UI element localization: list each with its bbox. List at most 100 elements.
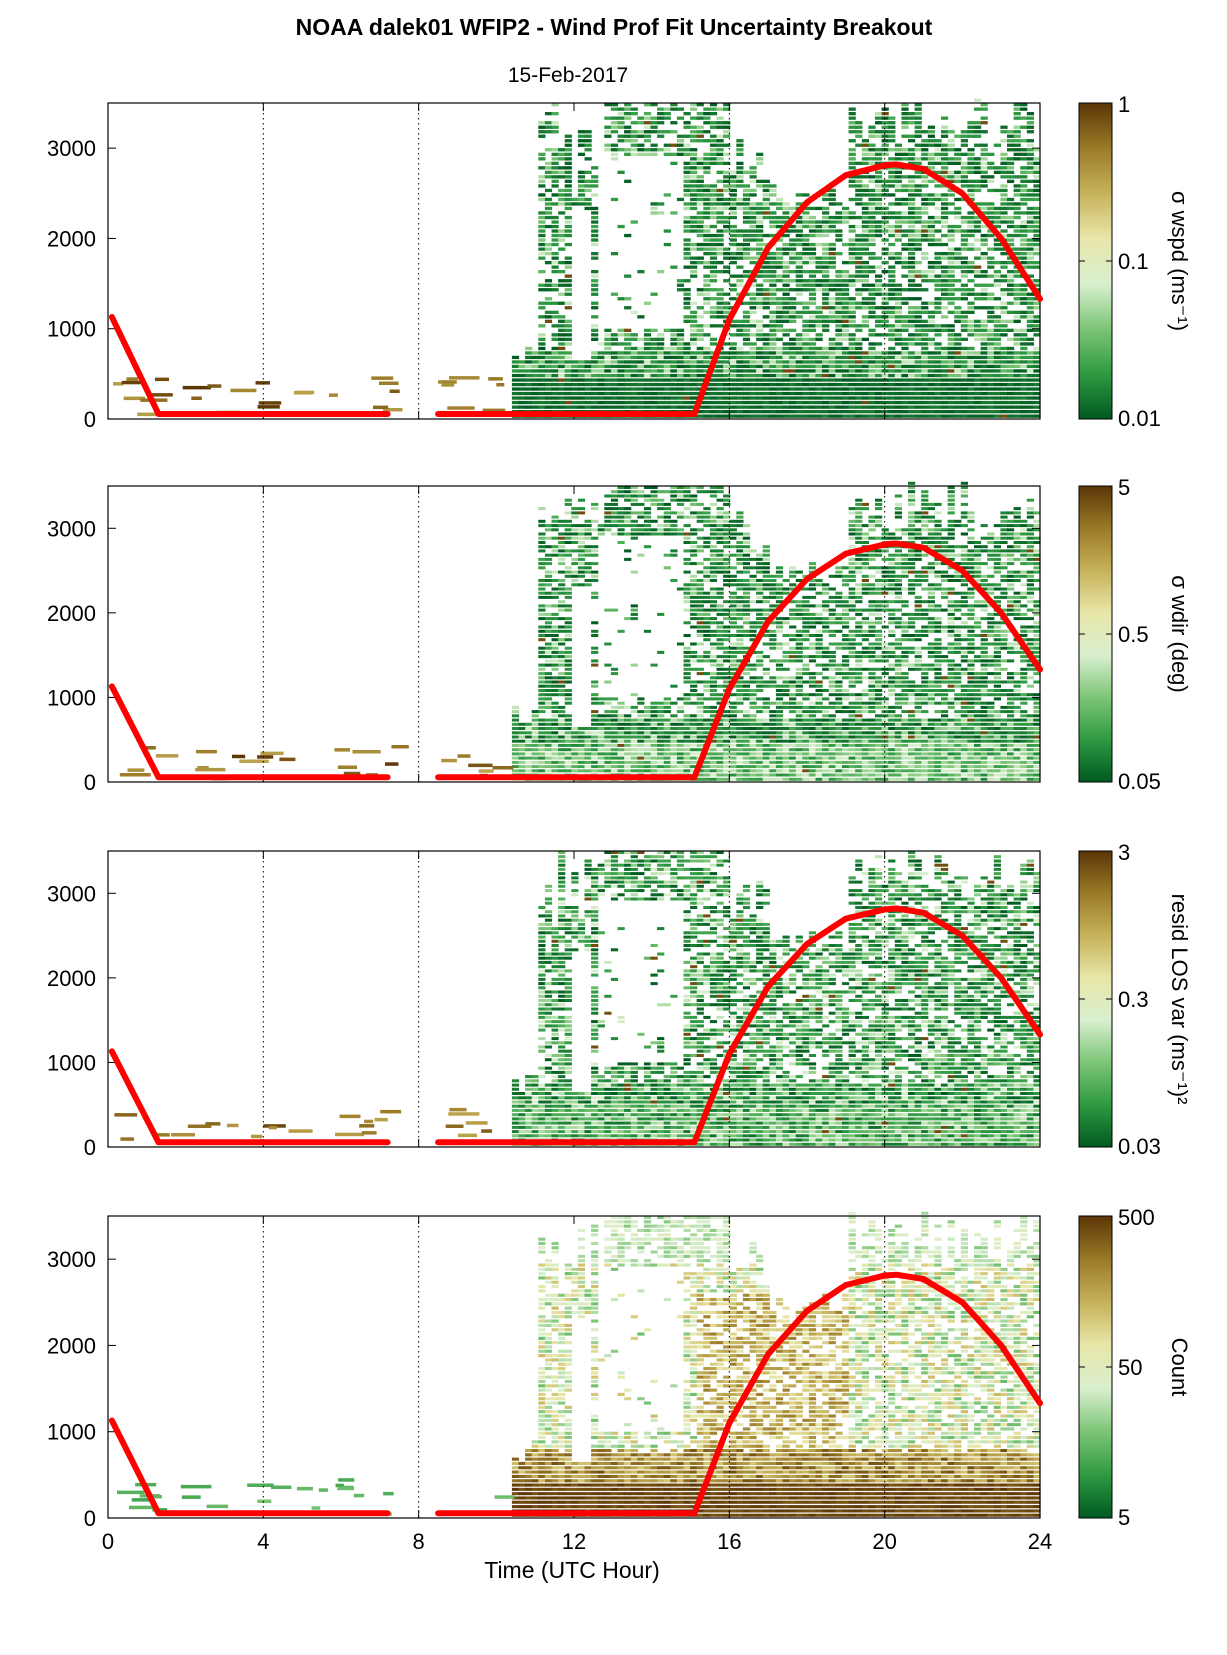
heatmap-cell	[927, 238, 935, 242]
heatmap-cell	[1026, 261, 1034, 265]
heatmap-cell	[564, 342, 572, 346]
heatmap-cell	[881, 360, 889, 364]
heatmap-cell	[604, 328, 612, 332]
heatmap-cell	[551, 680, 559, 684]
heatmap-cell	[941, 283, 949, 287]
heatmap-cell	[769, 369, 777, 373]
heatmap-cell	[630, 360, 638, 364]
heatmap-cell	[683, 570, 691, 574]
heatmap-cell	[967, 387, 975, 391]
heatmap-cell	[1000, 373, 1008, 378]
heatmap-cell	[848, 166, 856, 170]
heatmap-cell	[558, 292, 566, 296]
heatmap-cell	[736, 693, 744, 697]
heatmap-cell	[1020, 233, 1028, 238]
heatmap-cell	[967, 148, 975, 152]
heatmap-cell	[749, 211, 757, 215]
heatmap-cell	[531, 769, 539, 773]
heatmap-cell	[941, 373, 949, 378]
heatmap-cell	[1020, 382, 1028, 387]
heatmap-cell	[723, 382, 731, 387]
heatmap-cell	[683, 387, 691, 391]
heatmap-cell	[564, 756, 572, 760]
heatmap-cell	[624, 705, 632, 709]
heatmap-cell	[782, 242, 790, 247]
heatmap-cell	[960, 400, 968, 405]
heatmap-cell	[657, 369, 665, 373]
heatmap-cell	[257, 405, 280, 409]
heatmap-cell	[123, 396, 145, 401]
heatmap-cell	[1000, 261, 1008, 265]
heatmap-cell	[947, 233, 955, 238]
heatmap-cell	[564, 301, 572, 305]
heatmap-cell	[624, 714, 632, 718]
heatmap-cell	[1013, 215, 1021, 220]
heatmap-cell	[842, 279, 850, 283]
heatmap-cell	[604, 519, 612, 523]
heatmap-cell	[908, 315, 916, 319]
heatmap-cell	[610, 364, 619, 369]
heatmap-cell	[716, 731, 724, 735]
heatmap-cell	[558, 722, 566, 726]
heatmap-cell	[756, 270, 764, 274]
heatmap-cell	[967, 414, 975, 418]
heatmap-cell	[736, 735, 744, 739]
heatmap-cell	[716, 549, 724, 553]
heatmap-cell	[544, 206, 553, 211]
heatmap-cell	[894, 337, 902, 341]
heatmap-cell	[756, 206, 764, 211]
heatmap-cell	[604, 373, 612, 378]
heatmap-cell	[551, 324, 559, 328]
heatmap-cell	[954, 396, 962, 400]
heatmap-cell	[544, 400, 553, 405]
heatmap-cell	[901, 157, 909, 161]
heatmap-cell	[908, 252, 916, 256]
heatmap-cell	[802, 220, 810, 224]
heatmap-cell	[591, 337, 599, 341]
heatmap-cell	[591, 229, 599, 233]
heatmap-cell	[591, 748, 599, 752]
heatmap-cell	[709, 769, 718, 773]
heatmap-cell	[438, 380, 457, 384]
heatmap-cell	[888, 252, 896, 256]
heatmap-cell	[696, 125, 704, 129]
heatmap-cell	[558, 748, 566, 752]
heatmap-cell	[716, 646, 724, 650]
heatmap-cell	[729, 714, 737, 718]
heatmap-cell	[624, 369, 632, 373]
heatmap-cell	[696, 224, 704, 229]
heatmap-cell	[861, 405, 869, 409]
heatmap-cell	[795, 360, 803, 364]
heatmap-cell	[571, 769, 579, 773]
heatmap-cell	[815, 364, 823, 369]
heatmap-cell	[564, 672, 572, 676]
heatmap-cell	[822, 193, 830, 197]
heatmap-cell	[848, 274, 856, 278]
heatmap-cell	[564, 391, 572, 396]
heatmap-cell	[696, 414, 704, 418]
heatmap-cell	[538, 229, 546, 233]
heatmap-cell	[921, 414, 929, 418]
heatmap-cell	[749, 705, 757, 709]
heatmap-cell	[610, 355, 619, 360]
heatmap-cell	[769, 410, 777, 414]
heatmap-cell	[703, 507, 711, 511]
heatmap-cell	[663, 739, 671, 743]
heatmap-cell	[987, 310, 995, 314]
heatmap-cell	[901, 125, 909, 129]
heatmap-cell	[670, 579, 678, 582]
heatmap-cell	[643, 112, 652, 116]
heatmap-cell	[974, 396, 982, 400]
heatmap-cell	[690, 130, 698, 134]
heatmap-cell	[538, 184, 546, 188]
heatmap-cell	[848, 382, 856, 387]
heatmap-cell	[624, 511, 632, 515]
heatmap-cell	[564, 279, 572, 283]
heatmap-cell	[630, 498, 638, 502]
heatmap-cell	[835, 279, 843, 283]
heatmap-cell	[670, 342, 678, 346]
heatmap-cell	[808, 279, 817, 283]
heatmap-cell	[690, 256, 698, 260]
heatmap-cell	[901, 107, 909, 111]
heatmap-cell	[1026, 301, 1034, 305]
